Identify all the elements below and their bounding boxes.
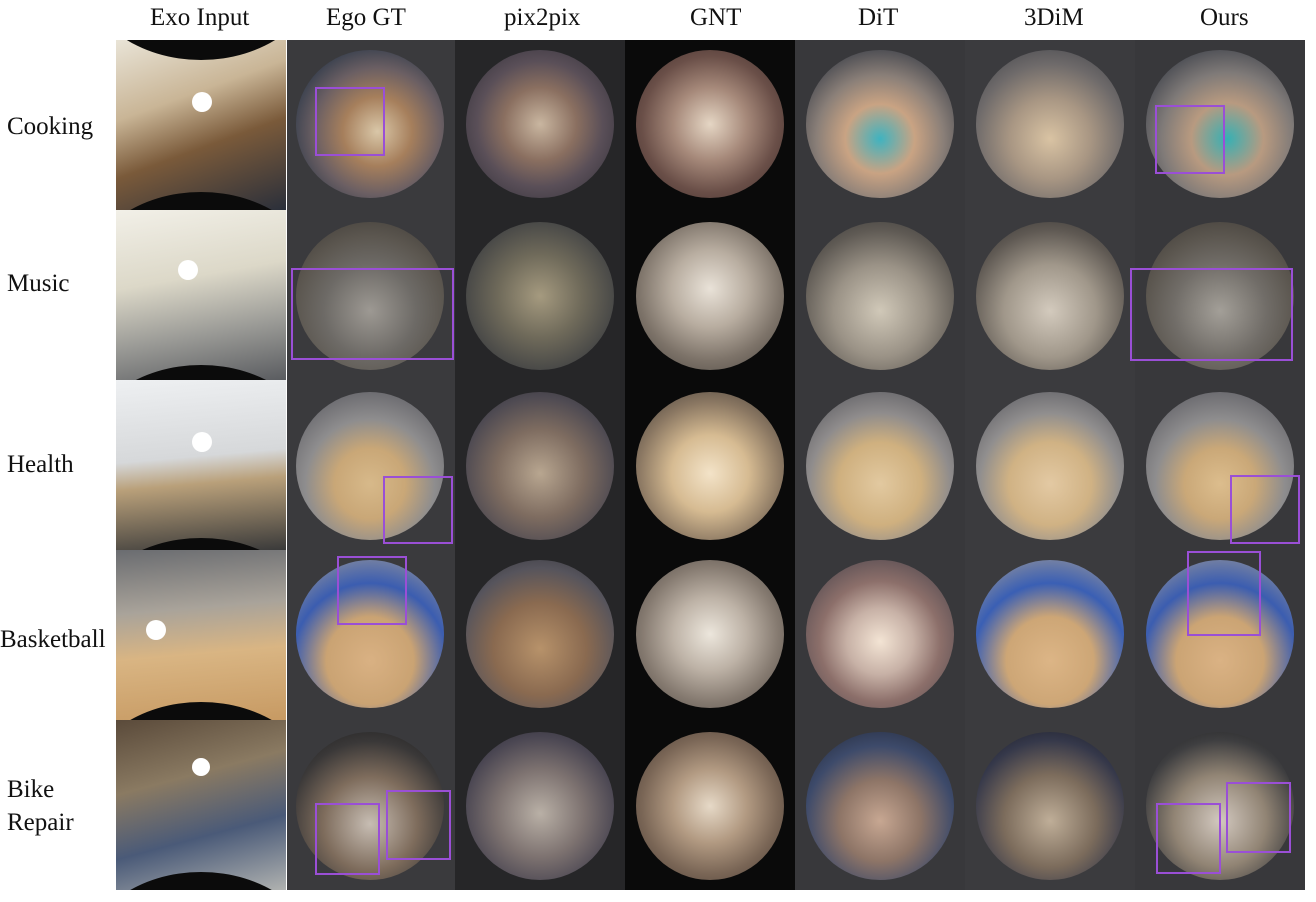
fisheye-mask-bottom (116, 702, 286, 720)
column-header-dit: DiT (858, 4, 898, 32)
fisheye-mask-bottom (116, 538, 286, 550)
highlight-box-ours-bike-repair-right (1226, 782, 1291, 853)
exo-image-health (116, 380, 286, 550)
row-label-music: Music (7, 267, 70, 301)
person-blur-dot (178, 260, 198, 280)
highlight-box-ours-health (1230, 475, 1300, 544)
row-label-basketball: Basketball (0, 623, 106, 657)
highlight-box-ego-gt-health (383, 476, 453, 544)
gnt-health (636, 392, 784, 540)
column-header-exo-input: Exo Input (150, 4, 249, 32)
dit-bike-repair (806, 732, 954, 880)
fisheye-mask-bottom (116, 192, 286, 210)
column-header-3dim: 3DiM (1024, 4, 1084, 32)
highlight-box-ours-bike-repair-left (1156, 803, 1221, 874)
column-header-pix2pix: pix2pix (504, 4, 580, 32)
exo-image-cooking (116, 40, 286, 210)
row-label-bike-repair-line1: Bike (7, 773, 54, 807)
highlight-box-ours-basketball (1187, 551, 1261, 636)
pix2pix-basketball (466, 560, 614, 708)
gnt-basketball (636, 560, 784, 708)
fisheye-mask-top (116, 40, 286, 60)
exo-image-bike-repair (116, 720, 286, 890)
3dim-health (976, 392, 1124, 540)
column-header-ego-gt: Ego GT (326, 4, 406, 32)
dit-basketball (806, 560, 954, 708)
row-label-cooking: Cooking (7, 110, 93, 144)
gnt-music (636, 222, 784, 370)
person-blur-dot (192, 432, 212, 452)
highlight-box-ego-gt-music (291, 268, 454, 360)
highlight-box-ego-gt-bike-repair-left (315, 803, 380, 875)
person-blur-dot (192, 92, 212, 112)
gnt-cooking (636, 50, 784, 198)
highlight-box-ego-gt-cooking (315, 87, 385, 156)
highlight-box-ours-music (1130, 268, 1293, 361)
dit-health (806, 392, 954, 540)
column-header-gnt: GNT (690, 4, 741, 32)
gnt-bike-repair (636, 732, 784, 880)
3dim-cooking (976, 50, 1124, 198)
person-blur-dot (192, 758, 210, 776)
highlight-box-ours-cooking (1155, 105, 1225, 174)
3dim-bike-repair (976, 732, 1124, 880)
exo-image-basketball (116, 550, 286, 720)
row-label-health: Health (7, 448, 74, 482)
column-header-ours: Ours (1200, 4, 1249, 32)
exo-image-music (116, 210, 286, 380)
highlight-box-ego-gt-basketball (337, 556, 407, 625)
3dim-basketball (976, 560, 1124, 708)
3dim-music (976, 222, 1124, 370)
highlight-box-ego-gt-bike-repair-right (386, 790, 451, 860)
fisheye-mask-bottom (116, 365, 286, 380)
pix2pix-cooking (466, 50, 614, 198)
person-blur-dot (146, 620, 166, 640)
dit-cooking (806, 50, 954, 198)
fisheye-mask-bottom (116, 872, 286, 890)
pix2pix-bike-repair (466, 732, 614, 880)
dit-music (806, 222, 954, 370)
row-label-bike-repair-line2: Repair (7, 806, 74, 840)
pix2pix-health (466, 392, 614, 540)
pix2pix-music (466, 222, 614, 370)
